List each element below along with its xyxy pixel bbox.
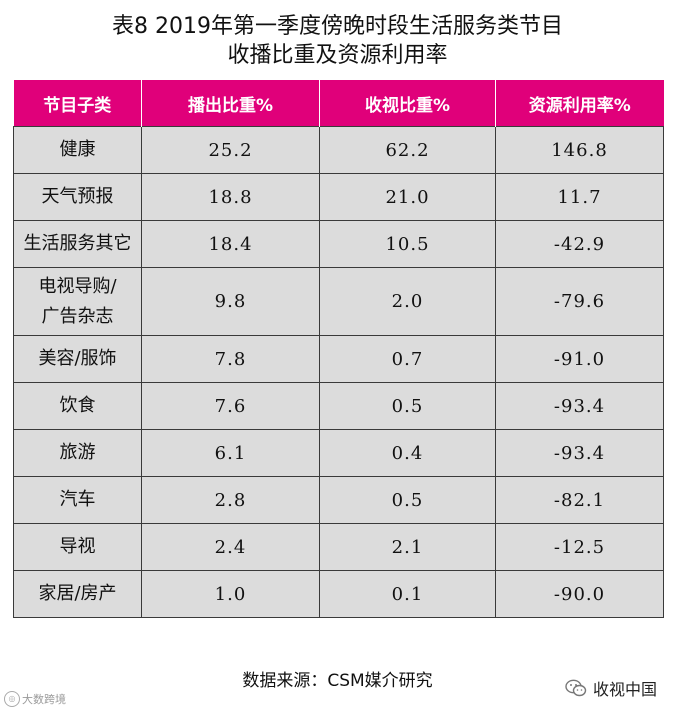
cell-category: 生活服务其它 bbox=[13, 220, 142, 268]
cell-utilization: -12.5 bbox=[495, 523, 664, 571]
cell-utilization: -90.0 bbox=[495, 570, 664, 618]
cell-category: 导视 bbox=[13, 523, 142, 571]
cell-viewing: 2.1 bbox=[319, 523, 496, 571]
cell-utilization: -93.4 bbox=[495, 382, 664, 430]
title-line-1: 表8 2019年第一季度傍晚时段生活服务类节目 bbox=[112, 14, 563, 39]
cell-viewing: 0.7 bbox=[319, 335, 496, 383]
watermark-left: ◎ 大数跨境 bbox=[4, 691, 66, 707]
circle-logo-icon: ◎ bbox=[4, 691, 20, 707]
cell-category: 旅游 bbox=[13, 429, 142, 477]
cell-broadcast: 2.4 bbox=[141, 523, 320, 571]
table-header-row: 节目子类 播出比重% 收视比重% 资源利用率% bbox=[13, 80, 664, 127]
cell-utilization: 146.8 bbox=[495, 126, 664, 174]
cell-viewing: 0.1 bbox=[319, 570, 496, 618]
cell-broadcast: 1.0 bbox=[141, 570, 320, 618]
cell-viewing: 0.5 bbox=[319, 382, 496, 430]
watermark-right-text: 收视中国 bbox=[592, 680, 657, 699]
cell-utilization: 11.7 bbox=[495, 173, 664, 221]
watermark-right: 收视中国 bbox=[565, 676, 657, 700]
table-row: 家居/房产 1.0 0.1 -90.0 bbox=[13, 570, 664, 618]
cell-category: 汽车 bbox=[13, 476, 142, 524]
table-row: 汽车 2.8 0.5 -82.1 bbox=[13, 476, 664, 524]
cell-viewing: 0.4 bbox=[319, 429, 496, 477]
table-row: 美容/服饰 7.8 0.7 -91.0 bbox=[13, 335, 664, 383]
cell-category: 家居/房产 bbox=[13, 570, 142, 618]
watermark-left-text: 大数跨境 bbox=[22, 693, 66, 706]
table-row: 导视 2.4 2.1 -12.5 bbox=[13, 523, 664, 571]
cell-utilization: -91.0 bbox=[495, 335, 664, 383]
cell-category-line-1: 电视导购/ bbox=[38, 275, 117, 297]
cell-viewing: 0.5 bbox=[319, 476, 496, 524]
cell-utilization: -42.9 bbox=[495, 220, 664, 268]
header-utilization-rate: 资源利用率% bbox=[495, 80, 664, 127]
table-row: 饮食 7.6 0.5 -93.4 bbox=[13, 382, 664, 430]
header-category: 节目子类 bbox=[13, 80, 142, 127]
cell-category: 电视导购/ 广告杂志 bbox=[13, 267, 142, 336]
cell-broadcast: 18.8 bbox=[141, 173, 320, 221]
cell-utilization: -93.4 bbox=[495, 429, 664, 477]
cell-viewing: 62.2 bbox=[319, 126, 496, 174]
wechat-icon bbox=[565, 679, 587, 697]
cell-category-line-2: 广告杂志 bbox=[41, 305, 114, 327]
data-table: 节目子类 播出比重% 收视比重% 资源利用率% 健康 25.2 62.2 146… bbox=[13, 80, 664, 618]
cell-viewing: 2.0 bbox=[319, 267, 496, 336]
cell-broadcast: 7.6 bbox=[141, 382, 320, 430]
title-line-2: 收播比重及资源利用率 bbox=[227, 43, 448, 68]
table-row: 电视导购/ 广告杂志 9.8 2.0 -79.6 bbox=[13, 267, 664, 336]
data-source-note: 数据来源：CSM媒介研究 bbox=[242, 671, 433, 691]
cell-category: 饮食 bbox=[13, 382, 142, 430]
page-title: 表8 2019年第一季度傍晚时段生活服务类节目 收播比重及资源利用率 bbox=[0, 12, 675, 70]
cell-category: 美容/服饰 bbox=[13, 335, 142, 383]
header-viewing-share: 收视比重% bbox=[319, 80, 496, 127]
table-row: 天气预报 18.8 21.0 11.7 bbox=[13, 173, 664, 221]
cell-broadcast: 6.1 bbox=[141, 429, 320, 477]
table-row: 旅游 6.1 0.4 -93.4 bbox=[13, 429, 664, 477]
cell-broadcast: 9.8 bbox=[141, 267, 320, 336]
cell-category: 天气预报 bbox=[13, 173, 142, 221]
cell-broadcast: 7.8 bbox=[141, 335, 320, 383]
cell-category: 健康 bbox=[13, 126, 142, 174]
table-row: 健康 25.2 62.2 146.8 bbox=[13, 126, 664, 174]
cell-broadcast: 25.2 bbox=[141, 126, 320, 174]
header-broadcast-share: 播出比重% bbox=[141, 80, 320, 127]
cell-viewing: 10.5 bbox=[319, 220, 496, 268]
cell-utilization: -82.1 bbox=[495, 476, 664, 524]
cell-broadcast: 18.4 bbox=[141, 220, 320, 268]
cell-utilization: -79.6 bbox=[495, 267, 664, 336]
cell-viewing: 21.0 bbox=[319, 173, 496, 221]
table-row: 生活服务其它 18.4 10.5 -42.9 bbox=[13, 220, 664, 268]
cell-broadcast: 2.8 bbox=[141, 476, 320, 524]
